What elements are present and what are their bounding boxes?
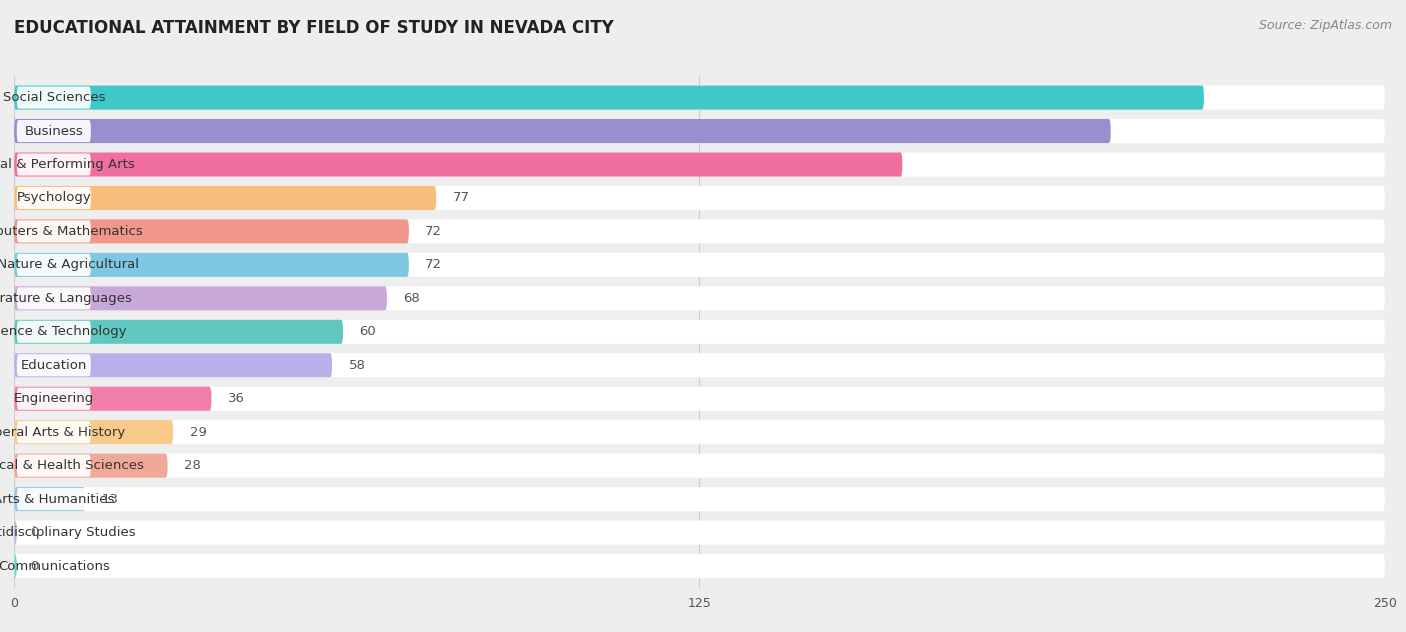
Text: 0: 0 xyxy=(31,559,39,573)
Text: 28: 28 xyxy=(184,459,201,472)
Text: 60: 60 xyxy=(360,325,377,338)
Text: Visual & Performing Arts: Visual & Performing Arts xyxy=(0,158,135,171)
Text: Social Sciences: Social Sciences xyxy=(3,91,105,104)
Text: 217: 217 xyxy=(1220,91,1246,104)
FancyBboxPatch shape xyxy=(14,320,1385,344)
Text: Business: Business xyxy=(24,125,83,138)
FancyBboxPatch shape xyxy=(14,219,409,243)
Text: Bio, Nature & Agricultural: Bio, Nature & Agricultural xyxy=(0,258,139,271)
Text: 58: 58 xyxy=(349,359,366,372)
Text: Liberal Arts & History: Liberal Arts & History xyxy=(0,426,125,439)
FancyBboxPatch shape xyxy=(14,320,343,344)
FancyBboxPatch shape xyxy=(14,152,1385,176)
FancyBboxPatch shape xyxy=(17,288,91,310)
FancyBboxPatch shape xyxy=(17,321,91,343)
FancyBboxPatch shape xyxy=(14,119,1385,143)
FancyBboxPatch shape xyxy=(14,353,1385,377)
Text: 36: 36 xyxy=(228,392,245,405)
Text: 68: 68 xyxy=(404,292,420,305)
Text: EDUCATIONAL ATTAINMENT BY FIELD OF STUDY IN NEVADA CITY: EDUCATIONAL ATTAINMENT BY FIELD OF STUDY… xyxy=(14,19,614,37)
FancyBboxPatch shape xyxy=(17,387,91,410)
FancyBboxPatch shape xyxy=(14,454,1385,478)
FancyBboxPatch shape xyxy=(17,354,91,376)
FancyBboxPatch shape xyxy=(17,187,91,209)
FancyBboxPatch shape xyxy=(14,554,1385,578)
FancyBboxPatch shape xyxy=(14,186,436,210)
FancyBboxPatch shape xyxy=(14,521,17,545)
Text: 77: 77 xyxy=(453,191,470,205)
Text: Multidisciplinary Studies: Multidisciplinary Studies xyxy=(0,526,135,539)
FancyBboxPatch shape xyxy=(14,420,173,444)
FancyBboxPatch shape xyxy=(14,387,211,411)
FancyBboxPatch shape xyxy=(17,87,91,109)
FancyBboxPatch shape xyxy=(14,186,1385,210)
FancyBboxPatch shape xyxy=(17,254,91,276)
FancyBboxPatch shape xyxy=(14,152,903,176)
FancyBboxPatch shape xyxy=(17,421,91,443)
Text: Psychology: Psychology xyxy=(17,191,91,205)
FancyBboxPatch shape xyxy=(14,85,1385,109)
Text: Engineering: Engineering xyxy=(14,392,94,405)
FancyBboxPatch shape xyxy=(14,119,1111,143)
FancyBboxPatch shape xyxy=(17,221,91,243)
FancyBboxPatch shape xyxy=(14,353,332,377)
Text: 0: 0 xyxy=(31,526,39,539)
FancyBboxPatch shape xyxy=(14,253,409,277)
FancyBboxPatch shape xyxy=(17,154,91,176)
FancyBboxPatch shape xyxy=(14,454,167,478)
FancyBboxPatch shape xyxy=(14,554,17,578)
FancyBboxPatch shape xyxy=(17,555,91,577)
Text: Literature & Languages: Literature & Languages xyxy=(0,292,132,305)
Text: Science & Technology: Science & Technology xyxy=(0,325,127,338)
Text: Arts & Humanities: Arts & Humanities xyxy=(0,492,114,506)
FancyBboxPatch shape xyxy=(17,120,91,142)
Text: 200: 200 xyxy=(1128,125,1153,138)
FancyBboxPatch shape xyxy=(14,219,1385,243)
FancyBboxPatch shape xyxy=(14,85,1204,109)
Text: Physical & Health Sciences: Physical & Health Sciences xyxy=(0,459,143,472)
FancyBboxPatch shape xyxy=(17,454,91,477)
FancyBboxPatch shape xyxy=(14,487,1385,511)
Text: 162: 162 xyxy=(920,158,945,171)
FancyBboxPatch shape xyxy=(17,521,91,544)
FancyBboxPatch shape xyxy=(14,253,1385,277)
Text: Source: ZipAtlas.com: Source: ZipAtlas.com xyxy=(1258,19,1392,32)
Text: 13: 13 xyxy=(101,492,118,506)
Text: 72: 72 xyxy=(426,258,443,271)
FancyBboxPatch shape xyxy=(14,387,1385,411)
Text: 29: 29 xyxy=(190,426,207,439)
Text: Education: Education xyxy=(21,359,87,372)
FancyBboxPatch shape xyxy=(14,286,1385,310)
Text: 72: 72 xyxy=(426,225,443,238)
FancyBboxPatch shape xyxy=(14,521,1385,545)
FancyBboxPatch shape xyxy=(14,286,387,310)
Text: Communications: Communications xyxy=(0,559,110,573)
Text: Computers & Mathematics: Computers & Mathematics xyxy=(0,225,142,238)
FancyBboxPatch shape xyxy=(17,488,91,510)
FancyBboxPatch shape xyxy=(14,420,1385,444)
FancyBboxPatch shape xyxy=(14,487,86,511)
